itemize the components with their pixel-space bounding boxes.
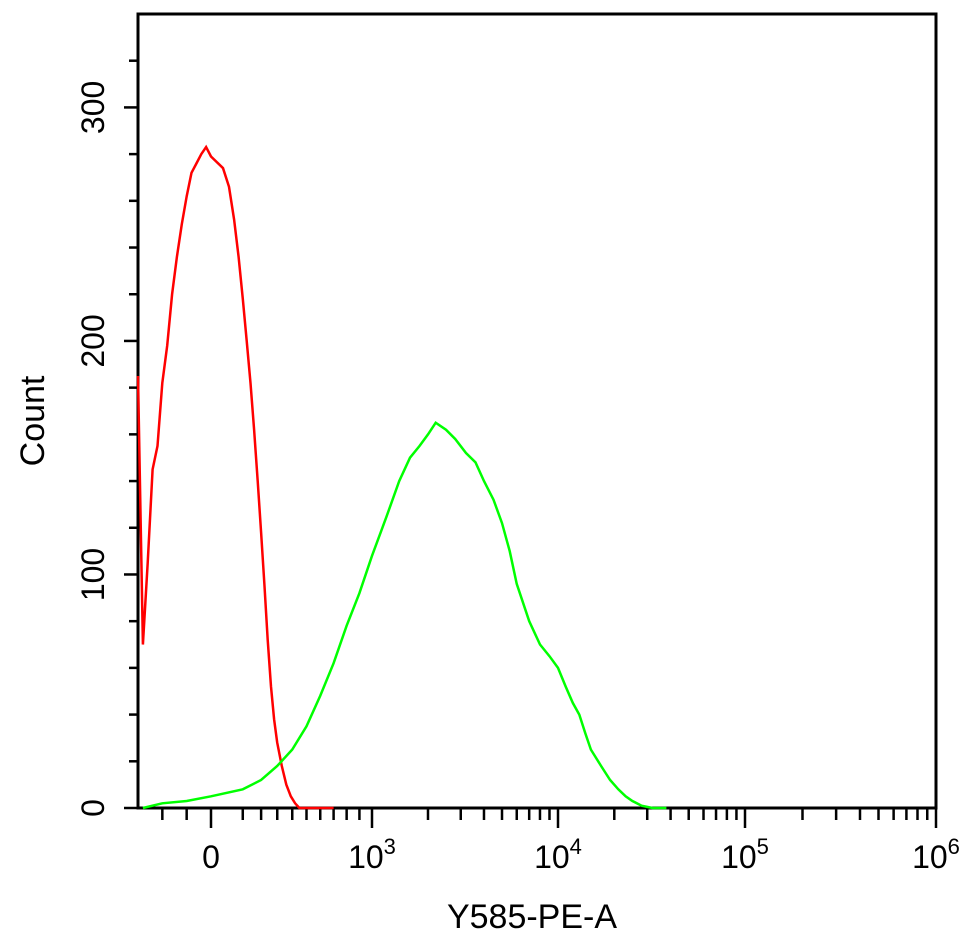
plot-frame <box>136 12 938 810</box>
y-axis: 0 100 200 300 <box>75 59 138 817</box>
x-axis-label: Y585-PE-A <box>447 898 617 936</box>
y-tick-label: 300 <box>75 81 111 134</box>
x-tick-label: 104 <box>534 834 582 875</box>
y-tick-label: 0 <box>75 799 111 817</box>
y-tick-label: 200 <box>75 314 111 367</box>
series-line-1 <box>136 144 334 810</box>
y-tick-label: 100 <box>75 548 111 601</box>
x-tick-label: 105 <box>721 834 769 875</box>
x-tick-label: 0 <box>202 839 220 875</box>
series-layer <box>136 144 667 810</box>
x-tick-label: 103 <box>348 834 396 875</box>
x-axis: 0 103 104 105 106 <box>161 808 960 875</box>
series-line-2 <box>142 420 667 810</box>
y-axis-label: Count <box>14 375 52 466</box>
x-tick-label: 106 <box>912 834 960 875</box>
